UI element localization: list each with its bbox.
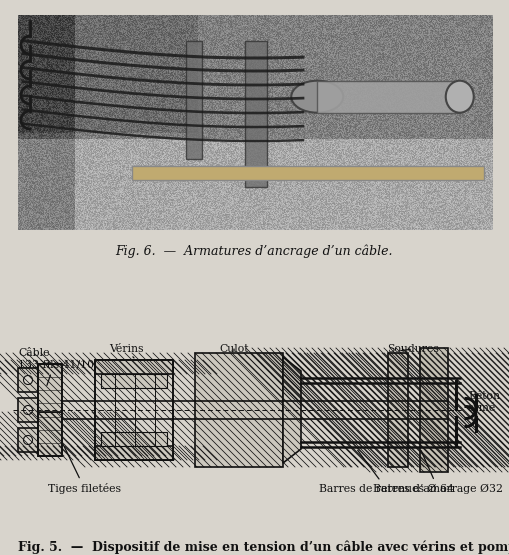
Bar bbox=[244, 41, 267, 187]
Ellipse shape bbox=[23, 406, 33, 415]
Bar bbox=[317, 80, 460, 113]
Bar bbox=[420, 348, 448, 472]
Bar bbox=[95, 446, 173, 460]
Bar bbox=[132, 165, 484, 179]
Text: Culot: Culot bbox=[219, 344, 249, 354]
Text: Tiges filetées: Tiges filetées bbox=[48, 445, 121, 494]
Bar bbox=[195, 353, 283, 467]
Text: Béton
armé: Béton armé bbox=[468, 391, 500, 413]
Bar bbox=[195, 353, 283, 467]
Text: Soudures: Soudures bbox=[387, 344, 439, 354]
Bar bbox=[388, 353, 408, 467]
Bar bbox=[95, 446, 173, 460]
Text: Fig. 5.  —  Dispositif de mise en tension d’un câble avec vérins et pompe-: Fig. 5. — Dispositif de mise en tension … bbox=[18, 540, 509, 553]
Text: Vérins: Vérins bbox=[109, 344, 143, 358]
Text: Fig. 6.  —  Armatures d’ancrage d’un câble.: Fig. 6. — Armatures d’ancrage d’un câble… bbox=[115, 244, 393, 258]
Bar bbox=[38, 412, 62, 456]
Bar bbox=[18, 428, 38, 452]
Bar bbox=[18, 398, 38, 422]
Bar bbox=[95, 360, 173, 460]
Text: Câble
133 fils 41/10: Câble 133 fils 41/10 bbox=[18, 348, 94, 385]
Bar bbox=[186, 41, 202, 159]
Bar bbox=[38, 412, 62, 456]
Bar bbox=[95, 360, 173, 460]
Bar bbox=[420, 348, 448, 472]
Bar bbox=[38, 364, 62, 456]
Bar bbox=[101, 432, 167, 446]
Ellipse shape bbox=[446, 80, 474, 113]
Ellipse shape bbox=[291, 80, 343, 113]
Bar bbox=[101, 374, 167, 388]
Polygon shape bbox=[283, 357, 301, 463]
Bar bbox=[38, 364, 62, 412]
Bar bbox=[18, 368, 38, 392]
Text: Barres de retenues Ø 64: Barres de retenues Ø 64 bbox=[319, 450, 454, 494]
Bar bbox=[388, 353, 408, 467]
Text: Barres d’amarrage Ø32: Barres d’amarrage Ø32 bbox=[373, 451, 503, 494]
Bar bbox=[95, 360, 173, 374]
Bar bbox=[95, 360, 173, 374]
Ellipse shape bbox=[23, 436, 33, 445]
Ellipse shape bbox=[23, 376, 33, 385]
Polygon shape bbox=[283, 357, 301, 463]
